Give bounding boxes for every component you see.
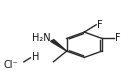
Text: F: F (97, 20, 103, 30)
Text: Cl⁻: Cl⁻ (4, 60, 18, 70)
Text: H: H (32, 52, 39, 62)
Polygon shape (51, 40, 67, 51)
Text: H₂N: H₂N (32, 33, 50, 43)
Text: F: F (115, 33, 121, 43)
